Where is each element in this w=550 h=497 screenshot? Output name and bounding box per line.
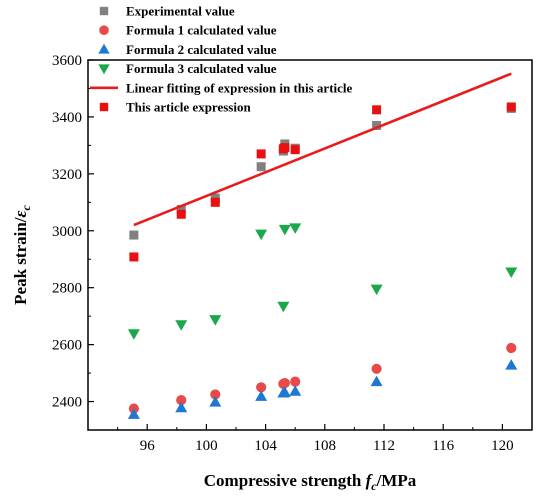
x-tick-label-0: 96	[140, 438, 156, 454]
x-tick-label-2: 104	[254, 438, 277, 454]
legend-label-3: Formula 3 calculated value	[126, 61, 277, 76]
x-axis-label-prefix: Compressive strength	[204, 471, 366, 490]
series-5-point-8	[506, 102, 516, 112]
y-tick-label-1: 2600	[52, 338, 82, 354]
y-tick-label-2: 2800	[52, 281, 82, 297]
ticks-layer: 96 100 104 108 112 116 120 2400 2600 2800 3000 3200…	[52, 53, 533, 454]
legend-swatch-3	[98, 64, 110, 75]
legend-label-1: Formula 1 calculated value	[126, 23, 277, 38]
series-3-point-3	[255, 229, 268, 241]
series-3	[127, 223, 518, 340]
series-3-point-0	[127, 329, 140, 340]
series-1-point-3	[256, 382, 267, 393]
x-axis-label-suffix: /MPa	[376, 471, 417, 490]
y-tick-label-6: 3600	[52, 53, 82, 69]
legend-swatch-1	[99, 25, 109, 35]
series-2-point-1	[175, 401, 188, 413]
series-5-point-3	[256, 149, 266, 159]
legend-swatch-5	[99, 102, 109, 112]
legend-item-3: Formula 3 calculated value	[98, 61, 277, 76]
x-tick-label-3: 108	[314, 438, 337, 454]
series-3-point-7	[370, 284, 383, 296]
series-1-point-7	[371, 363, 382, 374]
series-3-point-2	[209, 315, 222, 326]
series-1-point-5	[279, 377, 290, 389]
series-1-point-8	[506, 342, 517, 354]
series-1-point-2	[210, 389, 221, 400]
series-2-point-2	[209, 396, 222, 407]
axes-layer	[87, 59, 533, 431]
series-0-point-7	[372, 120, 382, 130]
legend-swatch-2	[98, 43, 110, 54]
series-4	[133, 72, 512, 227]
legend-layer: Experimental value Formula 1 calculated v…	[90, 4, 353, 115]
data-layer	[127, 72, 518, 419]
series-5-point-5	[280, 143, 290, 153]
series-2-point-3	[255, 390, 268, 401]
y-axis-label-sub: c	[19, 204, 33, 210]
series-0-point-3	[256, 162, 266, 172]
series-1-point-1	[176, 395, 187, 406]
series-5-point-1	[176, 209, 186, 219]
x-tick-label-4: 112	[373, 438, 395, 454]
series-3-point-6	[289, 223, 302, 234]
y-tick-label-4: 3200	[52, 167, 82, 183]
legend-item-0: Experimental value	[99, 4, 235, 19]
legend-item-5: This article expression	[99, 100, 251, 115]
x-axis-label-var: f	[366, 471, 374, 490]
series-2-point-7	[370, 375, 383, 387]
series-1-point-6	[290, 376, 301, 387]
x-tick-label-5: 116	[432, 438, 454, 454]
y-axis-label: Peak strain/εc	[11, 204, 33, 304]
y-tick-label-3: 3000	[52, 224, 82, 240]
legend-item-4: Linear fitting of expression in this art…	[90, 80, 353, 95]
series-5-point-6	[290, 145, 300, 155]
legend-label-0: Experimental value	[126, 4, 235, 19]
series-2-point-0	[127, 408, 140, 419]
series-3-point-8	[505, 267, 518, 279]
legend-swatch-0	[99, 6, 109, 16]
series-5	[129, 102, 516, 262]
series-5-point-7	[372, 105, 382, 115]
series-0	[129, 103, 516, 240]
series-5-point-2	[210, 197, 220, 207]
legend-label-4: Linear fitting of expression in this art…	[126, 80, 353, 95]
series-2	[127, 359, 518, 419]
series-0-point-0	[129, 230, 139, 240]
series-5-point-0	[129, 252, 139, 262]
series-3-point-1	[175, 320, 188, 331]
plot-frame	[87, 59, 533, 431]
series-1	[128, 342, 517, 414]
series-2-point-6	[289, 385, 302, 396]
legend-label-2: Formula 2 calculated value	[126, 42, 277, 57]
legend-item-1: Formula 1 calculated value	[99, 23, 277, 38]
x-axis-label-sub: c	[371, 479, 377, 493]
series-0-point-1	[176, 204, 186, 214]
series-2-point-8	[505, 359, 518, 370]
legend-item-2: Formula 2 calculated value	[98, 42, 277, 57]
x-axis-label: Compressive strength fc/MPa	[204, 471, 417, 493]
series-3-point-5	[278, 224, 291, 236]
y-axis-label-prefix: Peak strain/	[11, 217, 30, 305]
x-tick-label-1: 100	[195, 438, 218, 454]
y-axis-label-var: ε	[11, 210, 30, 217]
fit-line	[133, 72, 512, 227]
y-tick-label-0: 2400	[52, 395, 82, 411]
series-2-point-5	[278, 386, 291, 397]
series-3-point-4	[277, 301, 290, 313]
x-tick-label-6: 120	[491, 438, 514, 454]
legend-label-5: This article expression	[126, 100, 251, 115]
y-tick-label-5: 3400	[52, 110, 82, 126]
